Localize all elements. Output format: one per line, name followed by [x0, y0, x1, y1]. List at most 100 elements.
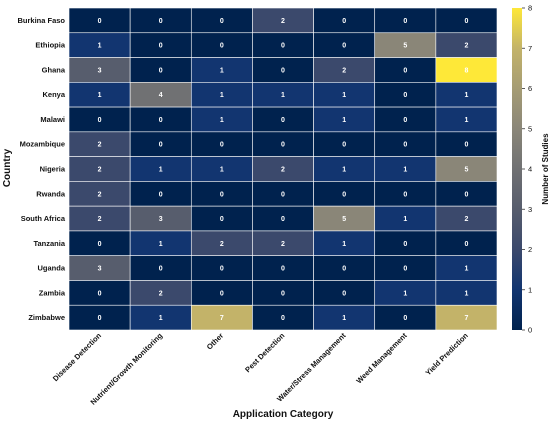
heatmap-cell — [374, 280, 437, 306]
cell-value-label: 1 — [220, 67, 224, 74]
row-label: Ghana — [42, 65, 66, 74]
colorbar-tick-label: 6 — [528, 84, 532, 93]
heatmap-cell — [252, 280, 314, 306]
heatmap-cell — [435, 181, 498, 207]
heatmap-cell — [313, 230, 376, 256]
cell-value-label: 2 — [281, 18, 285, 25]
cell-value-label: 1 — [342, 241, 346, 248]
column-label: Weed Management — [354, 331, 409, 386]
heatmap-cell — [435, 304, 498, 331]
cell-value-label: 0 — [281, 117, 285, 124]
heatmap-cell — [129, 7, 192, 34]
x-axis-title: Application Category — [233, 409, 334, 420]
cell-value-label: 0 — [220, 18, 224, 25]
cell-value-label: 0 — [281, 315, 285, 322]
heatmap-cell — [252, 156, 314, 182]
cell-value-label: 2 — [281, 167, 285, 174]
cell-value-label: 2 — [98, 191, 102, 198]
heatmap-cell — [129, 181, 192, 207]
y-axis-title: Country — [2, 148, 13, 187]
cell-value-label: 2 — [281, 241, 285, 248]
column-label: Pest Detection — [243, 331, 286, 374]
cell-value-label: 0 — [281, 191, 285, 198]
colorbar-tick-label: 1 — [528, 285, 532, 294]
heatmap-cell — [435, 32, 498, 58]
cell-value-label: 0 — [403, 92, 407, 99]
heatmap-cell — [435, 280, 498, 306]
heatmap-cell — [374, 156, 437, 182]
heatmap-cell — [190, 255, 253, 281]
heatmap-cell — [129, 131, 192, 157]
heatmap-cell — [190, 7, 253, 34]
heatmap-cell — [313, 304, 376, 331]
row-label: Ethiopia — [35, 41, 65, 50]
cell-value-label: 0 — [281, 67, 285, 74]
cell-value-label: 1 — [281, 92, 285, 99]
colorbar-title: Number of Studies — [541, 133, 550, 205]
cell-value-label: 0 — [342, 142, 346, 149]
cell-value-label: 0 — [159, 18, 163, 25]
row-label: Uganda — [37, 264, 65, 273]
cell-value-label: 0 — [403, 266, 407, 273]
cell-value-label: 1 — [159, 315, 163, 322]
heatmap-cell — [190, 32, 253, 58]
cell-value-label: 0 — [98, 18, 102, 25]
cell-value-label: 0 — [342, 18, 346, 25]
heatmap-cell — [374, 7, 437, 34]
cell-value-label: 1 — [464, 92, 468, 99]
cell-value-label: 2 — [464, 43, 468, 50]
cell-value-label: 0 — [281, 142, 285, 149]
cell-value-label: 4 — [159, 92, 163, 99]
column-label: Yield Prediction — [424, 331, 471, 378]
cell-value-label: 0 — [403, 191, 407, 198]
heatmap-cell — [313, 280, 376, 306]
heatmap-cell — [435, 82, 498, 108]
cell-value-label: 0 — [281, 216, 285, 223]
cell-value-label: 0 — [281, 43, 285, 50]
cell-value-label: 0 — [98, 315, 102, 322]
cell-value-label: 0 — [403, 117, 407, 124]
cell-value-label: 0 — [159, 191, 163, 198]
heatmap-cell — [68, 181, 131, 207]
heatmap-cell — [68, 230, 131, 256]
heatmap-cell — [68, 280, 131, 306]
cell-value-label: 1 — [464, 266, 468, 273]
row-label: Zambia — [39, 288, 66, 297]
cell-value-label: 1 — [403, 216, 407, 223]
colorbar: 0 1 2 3 4 5 6 7 8 — [512, 4, 532, 335]
heatmap-cell — [68, 131, 131, 157]
heatmap-cell — [68, 32, 131, 58]
cell-value-label: 0 — [403, 18, 407, 25]
heatmap-cell — [190, 57, 253, 83]
cell-value-label: 2 — [342, 67, 346, 74]
cell-value-label: 2 — [464, 216, 468, 223]
cell-value-label: 1 — [220, 117, 224, 124]
cell-value-label: 5 — [342, 216, 346, 223]
cell-value-label: 3 — [98, 266, 102, 273]
heatmap-cell — [313, 156, 376, 182]
cell-value-label: 0 — [281, 266, 285, 273]
cell-value-label: 0 — [159, 142, 163, 149]
heatmap-cell — [313, 57, 376, 83]
heatmap-cell — [252, 304, 314, 331]
heatmap-cell — [313, 205, 376, 232]
cell-value-label: 0 — [98, 290, 102, 297]
heatmap-cell — [129, 280, 192, 306]
cell-value-label: 0 — [159, 67, 163, 74]
cell-value-label: 0 — [220, 290, 224, 297]
heatmap-cells: 0 0 0 2 0 0 0 1 0 0 0 0 5 2 3 0 1 0 2 0 8 1 4 1 1 1 0 1 0 0 1 0 1 0 1 2 0 0 0 0… — [68, 7, 498, 331]
cell-value-label: 0 — [220, 216, 224, 223]
row-label: Kenya — [42, 90, 65, 99]
heatmap-cell — [68, 7, 131, 34]
row-label: Mozambique — [20, 140, 65, 149]
heatmap-cell — [68, 82, 131, 108]
heatmap-cell — [252, 255, 314, 281]
cell-value-label: 1 — [342, 117, 346, 124]
cell-value-label: 0 — [403, 315, 407, 322]
cell-value-label: 1 — [403, 167, 407, 174]
cell-value-label: 7 — [464, 315, 468, 322]
cell-value-label: 1 — [98, 43, 102, 50]
heatmap-cell — [435, 131, 498, 157]
cell-value-label: 3 — [159, 216, 163, 223]
heatmap-cell — [129, 82, 192, 108]
